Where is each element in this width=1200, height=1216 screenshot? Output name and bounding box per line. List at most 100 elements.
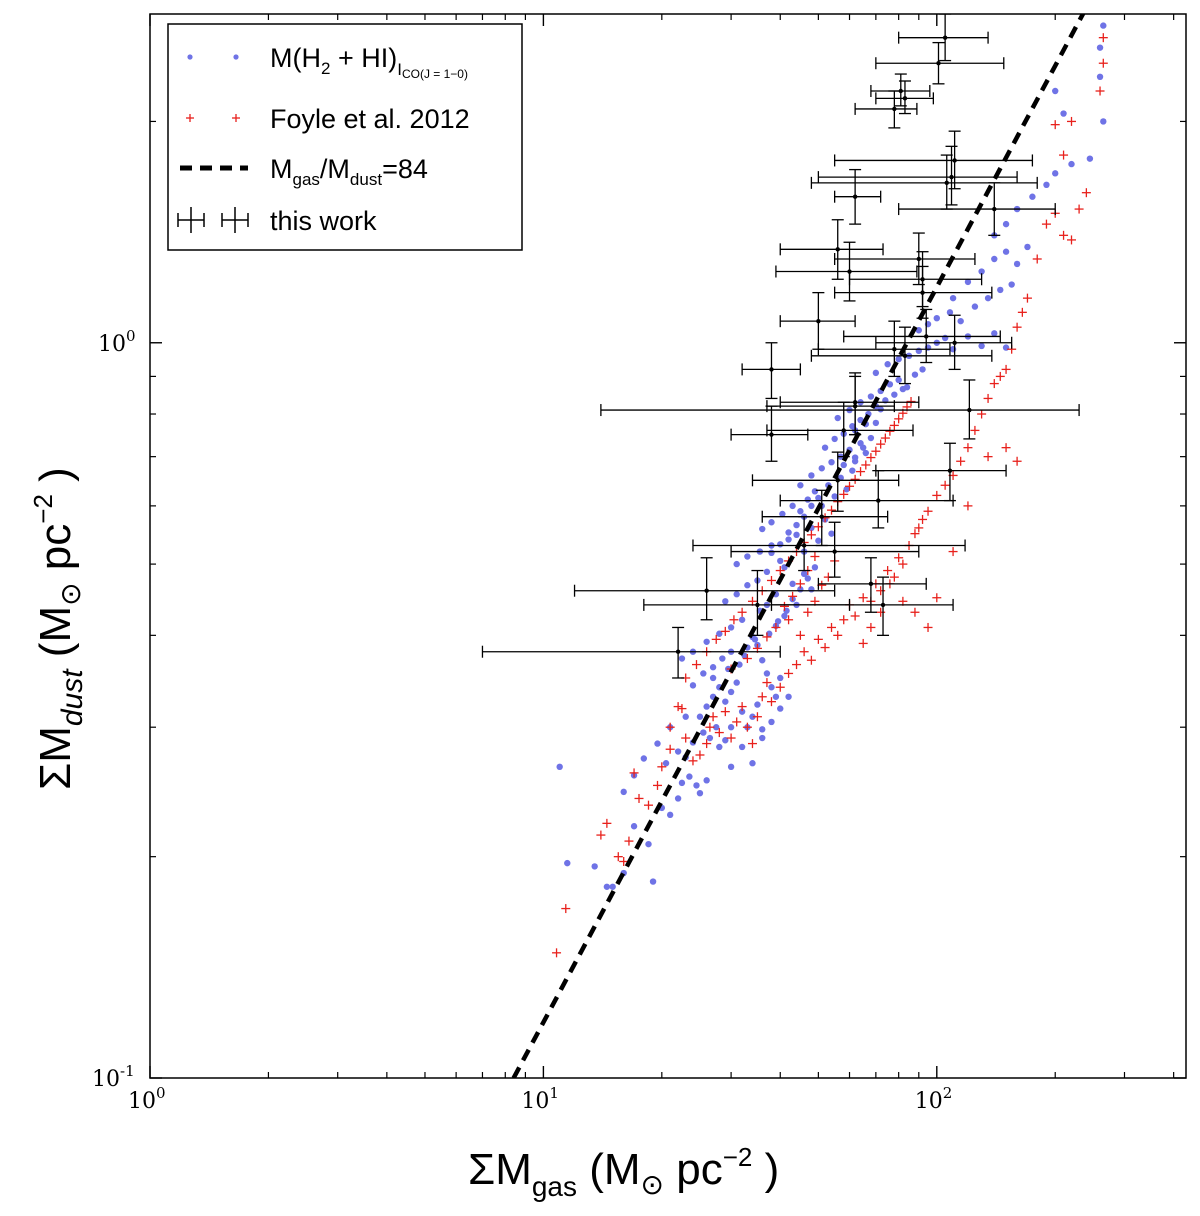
foyle-point (866, 453, 876, 463)
x-axis-title: ΣMgas (M⊙ pc−2 ) (468, 1142, 779, 1202)
gas-model-point (808, 502, 815, 510)
gas-model-point (738, 616, 746, 623)
foyle-point (923, 622, 933, 632)
foyle-point (737, 607, 747, 617)
gas-model-point (749, 760, 756, 767)
foyle-point (634, 793, 644, 803)
foyle-point (910, 529, 920, 539)
gas-model-point (741, 652, 748, 660)
gas-model-point (719, 655, 726, 662)
this-work-point (766, 401, 914, 458)
legend-label-this-work: this work (270, 206, 377, 236)
this-work-point (600, 379, 1080, 440)
gas-model-point (919, 366, 926, 373)
gas-model-point (1096, 44, 1104, 51)
gas-model-point (709, 674, 717, 682)
foyle-point (970, 425, 980, 435)
foyle-point (858, 593, 868, 603)
this-work-point (817, 320, 951, 378)
foyle-point (963, 501, 973, 511)
gas-model-point (895, 355, 902, 363)
foyle-point (894, 414, 904, 424)
foyle-point (858, 638, 868, 648)
gas-model-point (797, 482, 804, 489)
gas-model-point (808, 586, 815, 593)
legend-red-plus-marker (186, 114, 240, 122)
gas-model-point (556, 763, 563, 771)
foyle-point (1001, 443, 1011, 453)
foyle-point (850, 474, 860, 484)
gas-model-point (678, 779, 686, 787)
legend-label-gas-to-dust-ratio: Mgas/Mdust=84 (270, 154, 428, 189)
foyle-point (803, 607, 813, 617)
foyle-point (681, 733, 691, 743)
gas-model-point (1013, 260, 1021, 268)
gas-model-point (785, 536, 792, 543)
this-work-point (875, 41, 1005, 85)
gas-model-point (793, 531, 800, 539)
legend-blue-dot-marker (187, 54, 193, 60)
gas-model-point (768, 549, 775, 557)
foyle-point (657, 762, 667, 772)
gas-model-point (649, 878, 657, 885)
gas-model-point (949, 294, 957, 302)
gas-model-point (957, 317, 964, 325)
this-work-point (481, 626, 781, 679)
gas-model-point (886, 381, 894, 388)
gas-model-point (857, 416, 864, 424)
gas-model-point (744, 553, 751, 560)
gas-model-point (978, 268, 985, 275)
gas-model-point (991, 330, 998, 337)
foyle-point (820, 643, 830, 653)
foyle-point (1050, 120, 1060, 130)
gas-model-point (564, 859, 571, 867)
gas-model-point (754, 701, 761, 708)
foyle-point (795, 630, 805, 640)
foyle-point (918, 514, 928, 524)
gas-model-point (609, 883, 616, 890)
gas-model-point (759, 525, 766, 533)
foyle-point (1067, 235, 1077, 245)
gas-model-point (645, 840, 652, 848)
gas-model-point (877, 406, 884, 413)
foyle-point (983, 393, 993, 403)
gas-model-point (895, 376, 902, 384)
foyle-point (880, 433, 890, 443)
gas-model-point (722, 698, 729, 705)
legend-errorbar-marker (177, 207, 249, 233)
foyle-point (691, 660, 701, 670)
foyle-point (752, 712, 762, 722)
foyle-point (726, 733, 736, 743)
foyle-point (833, 630, 843, 640)
foyle-point (1012, 322, 1022, 332)
gas-model-point (811, 488, 819, 495)
this-work-point (834, 232, 976, 286)
gas-model-point (800, 570, 808, 578)
foyle-point (871, 446, 881, 456)
foyle-point (989, 379, 999, 389)
gas-model-point (678, 655, 686, 662)
gas-model-point (862, 449, 870, 457)
this-work-point (898, 14, 989, 62)
foyle-point (766, 575, 776, 585)
gas-model-point (949, 346, 957, 353)
this-work-point (643, 569, 851, 636)
foyle-point (665, 744, 675, 754)
gas-model-point (978, 342, 985, 350)
gas-model-point (666, 811, 674, 819)
gas-model-point (831, 435, 838, 443)
foyle-point (784, 668, 794, 678)
gas-model-point (872, 369, 880, 377)
gas-model-point (759, 657, 766, 664)
gas-model-point (777, 674, 784, 682)
gas-model-point (700, 729, 707, 736)
foyle-point (948, 547, 958, 557)
this-work-point (843, 308, 1001, 364)
gas-model-point (789, 580, 796, 588)
gas-model-point (785, 693, 792, 700)
this-work-point (779, 219, 884, 280)
foyle-point (688, 756, 698, 766)
foyle-point (1041, 219, 1051, 229)
gas-model-point (1100, 118, 1107, 125)
gas-model-point (749, 713, 756, 720)
